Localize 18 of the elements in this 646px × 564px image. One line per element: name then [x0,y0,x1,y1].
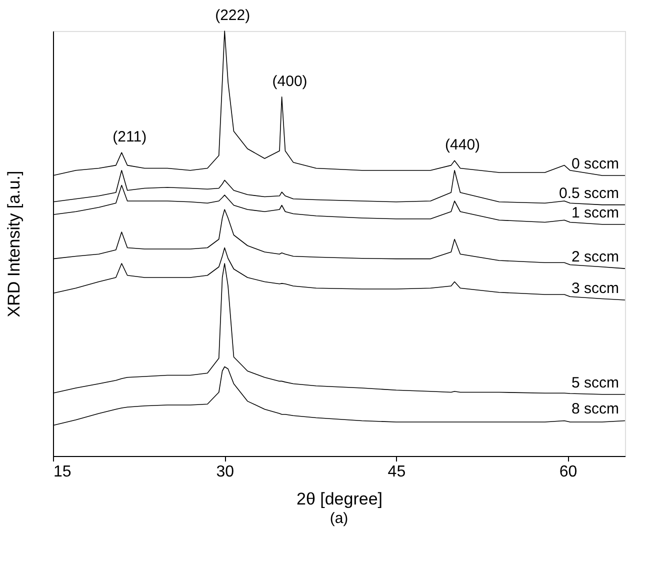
series-label: 0 sccm [571,156,619,172]
series-label: 1 sccm [571,204,619,222]
x-tick-label: 45 [388,464,406,480]
annotation: (211) [112,128,147,146]
series-label: 2 sccm [571,248,619,266]
y-axis-title: XRD Intensity [a.u.] [4,170,24,318]
series-label: 8 sccm [571,400,619,418]
series-label: 0.5 sccm [558,184,619,202]
x-tick-label: 15 [54,464,72,480]
series-label: 5 sccm [571,374,619,392]
annotation: (400) [272,72,308,90]
x-tick-label: 30 [216,464,234,480]
text: (a) [330,510,348,527]
x-axis-title: 2θ [degree] [296,490,383,508]
annotation: (440) [445,136,480,154]
annotation: (222) [215,7,250,24]
series-label: 3 sccm [571,280,619,298]
x-tick-label: 60 [559,464,578,480]
